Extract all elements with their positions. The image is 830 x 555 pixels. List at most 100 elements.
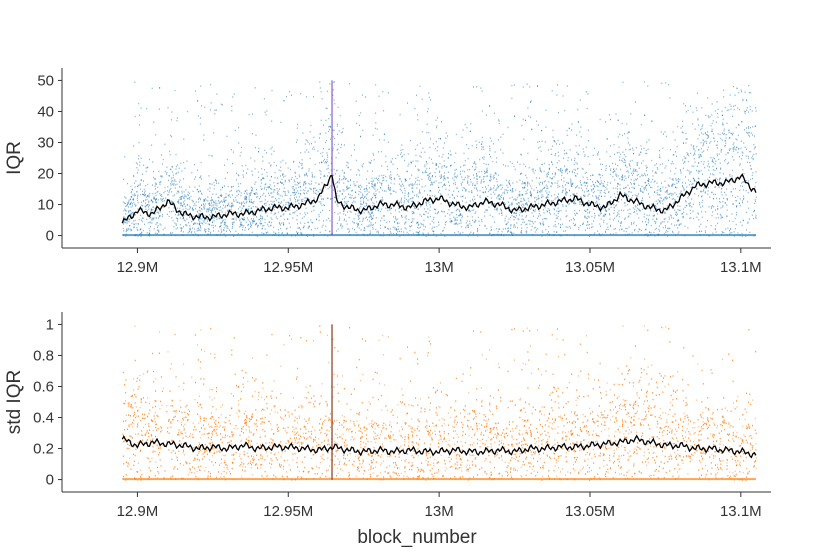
iqr-point [627, 216, 629, 218]
iqr-point [295, 187, 297, 189]
iqr-point [594, 202, 596, 204]
iqr-point [297, 181, 298, 184]
iqr-point [535, 229, 537, 231]
iqr-point [375, 122, 377, 124]
iqr-point [471, 190, 473, 192]
iqr-point [242, 229, 243, 231]
iqr-point [274, 232, 276, 235]
iqr-point [717, 222, 719, 225]
iqr-point [583, 182, 585, 184]
iqr-point [382, 180, 384, 182]
iqr-point [353, 181, 355, 183]
iqr-point [565, 197, 566, 199]
iqr-point [416, 231, 418, 234]
iqr-point [495, 173, 497, 175]
iqr-point [250, 225, 252, 228]
iqr-point [652, 218, 654, 221]
iqr-point [487, 163, 489, 166]
iqr-point [611, 201, 613, 203]
iqr-point [656, 213, 658, 215]
iqr-point [148, 206, 149, 208]
iqr-point [142, 193, 143, 195]
iqr-point [408, 199, 410, 201]
iqr-point [584, 172, 586, 174]
iqr-point [271, 203, 273, 205]
iqr-point [387, 141, 389, 143]
iqr-point [378, 95, 380, 97]
iqr-point [222, 201, 224, 203]
iqr-point [387, 227, 389, 230]
iqr-point [464, 164, 466, 166]
iqr-point [720, 215, 722, 217]
iqr-point [225, 221, 227, 224]
iqr-point [357, 224, 359, 226]
iqr-point [244, 195, 246, 198]
iqr-point [546, 210, 548, 212]
iqr-point [685, 138, 687, 140]
iqr-point [323, 204, 325, 206]
iqr-point [250, 201, 252, 203]
iqr-point [393, 203, 395, 205]
iqr-point [154, 182, 156, 184]
iqr-point [675, 200, 676, 202]
iqr-point [395, 228, 397, 230]
iqr-point [424, 185, 426, 187]
iqr-point [363, 200, 365, 202]
iqr-point [525, 223, 527, 226]
iqr-point [708, 116, 710, 119]
iqr-point [347, 166, 349, 169]
iqr-point [579, 181, 581, 184]
iqr-point [653, 181, 655, 183]
iqr-point [436, 125, 438, 127]
iqr-point [565, 188, 567, 190]
iqr-point [565, 168, 567, 171]
iqr-point [357, 214, 359, 217]
iqr-point [321, 98, 323, 100]
iqr-point [625, 227, 627, 230]
iqr-point [634, 205, 636, 207]
iqr-point [157, 211, 159, 214]
iqr-point [569, 195, 571, 197]
iqr-point [415, 154, 417, 157]
iqr-point [750, 132, 752, 134]
iqr-point [360, 200, 362, 203]
iqr-point [390, 212, 392, 215]
iqr-point [382, 215, 384, 217]
iqr-point [462, 200, 463, 202]
iqr-point [721, 110, 723, 112]
iqr-point [627, 176, 629, 179]
iqr-point [730, 105, 732, 107]
iqr-point [358, 217, 360, 220]
iqr-point [474, 198, 476, 200]
iqr-point [132, 205, 134, 207]
iqr-point [664, 225, 666, 227]
iqr-point [557, 197, 559, 199]
iqr-point [426, 123, 428, 125]
iqr-point [198, 214, 200, 217]
iqr-point [740, 147, 742, 150]
iqr-point [194, 186, 196, 188]
iqr-point [662, 203, 664, 205]
iqr-point [486, 167, 488, 169]
iqr-point [346, 223, 348, 225]
iqr-point [726, 109, 728, 112]
iqr-point [538, 210, 540, 212]
iqr-point [661, 221, 663, 223]
iqr-point [530, 220, 532, 223]
iqr-point [223, 233, 225, 235]
iqr-point [699, 202, 701, 204]
iqr-point [658, 150, 660, 152]
iqr-point [498, 197, 500, 200]
iqr-point [640, 123, 642, 126]
iqr-point [156, 211, 158, 213]
iqr-point [245, 221, 247, 223]
iqr-point [683, 211, 685, 213]
iqr-point [284, 193, 286, 195]
iqr-point [682, 187, 684, 189]
iqr-point [601, 163, 603, 166]
iqr-point [264, 186, 266, 188]
iqr-point [323, 220, 325, 222]
iqr-point [476, 175, 478, 177]
iqr-point [363, 202, 365, 204]
iqr-point [448, 152, 449, 155]
